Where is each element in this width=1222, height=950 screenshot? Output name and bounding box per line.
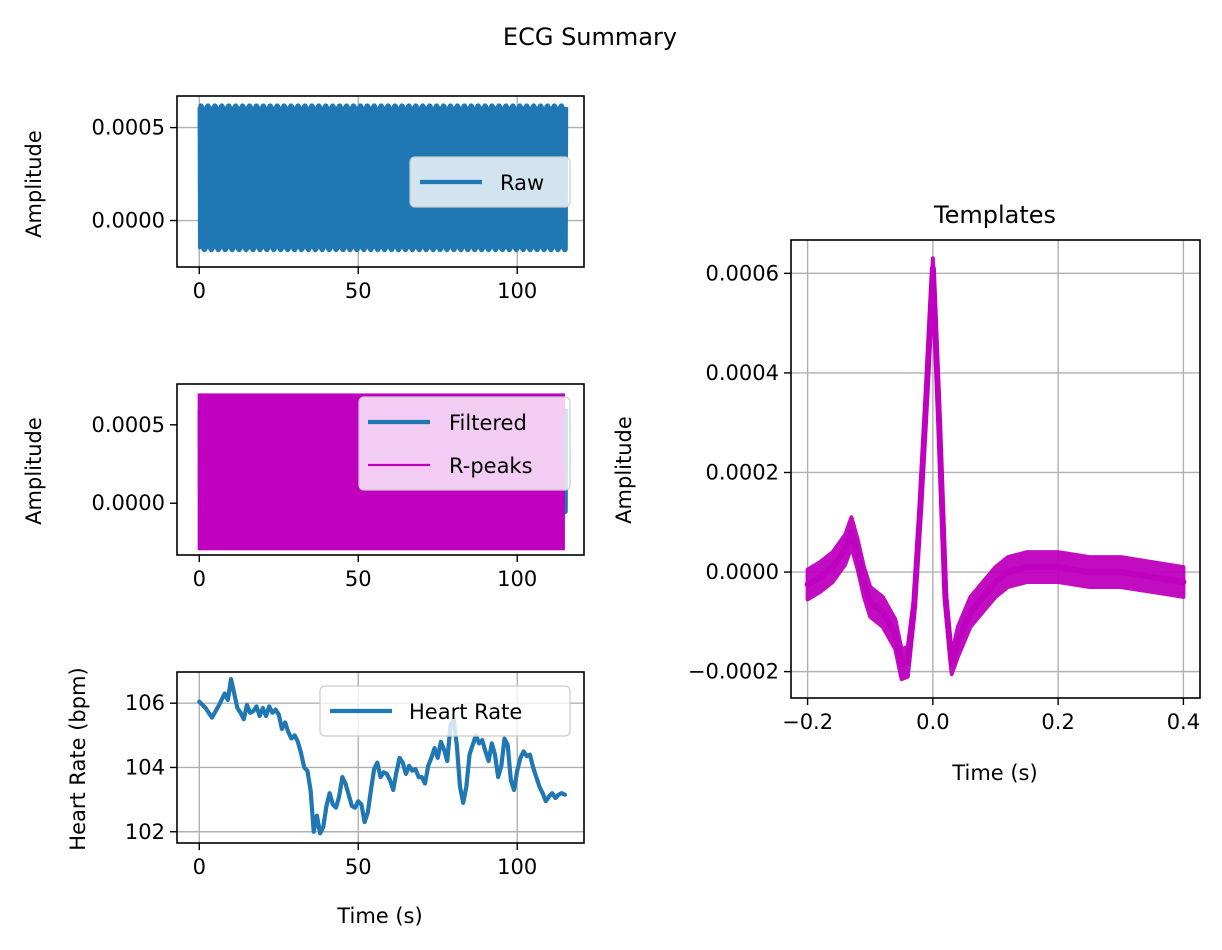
templates-axes-frame bbox=[790, 239, 1201, 699]
heart-rate-xlabel: Time (s) bbox=[336, 904, 422, 928]
heart-rate-ytick-label: 104 bbox=[125, 755, 165, 779]
templates-xtick-label: 0.0 bbox=[916, 710, 949, 734]
filtered-xtick-label: 50 bbox=[345, 567, 372, 591]
filtered-ylabel: Amplitude bbox=[22, 417, 46, 525]
templates-ticks: −0.2 0.0 0.2 0.4 −0.0002 0.0000 0.0002 0.0004 0.… bbox=[688, 261, 1200, 734]
filtered-legend: Filtered R-peaks bbox=[358, 396, 571, 491]
templates-ylabel: Amplitude bbox=[612, 416, 636, 524]
templates-xlabel: Time (s) bbox=[951, 761, 1037, 785]
heart-rate-xtick-label: 50 bbox=[345, 855, 372, 879]
templates-mean-line bbox=[804, 265, 1187, 668]
raw-xtick-label: 100 bbox=[497, 279, 537, 303]
raw-ytick-label: 0.0000 bbox=[92, 209, 165, 233]
raw-legend-box bbox=[409, 156, 571, 208]
templates-ytick-label: 0.0000 bbox=[706, 560, 779, 584]
heart-rate-ytick-label: 106 bbox=[125, 691, 165, 715]
filtered-ticks: 0 50 100 0.0000 0.0005 bbox=[92, 413, 538, 591]
templates-ytick-label: 0.0004 bbox=[706, 361, 779, 385]
filtered-xtick-label: 0 bbox=[193, 567, 206, 591]
templates-plot-area bbox=[804, 256, 1187, 682]
raw-plot-area bbox=[197, 103, 569, 253]
raw-legend: Raw bbox=[409, 156, 571, 208]
raw-axes-frame bbox=[176, 95, 585, 268]
raw-legend-label: Raw bbox=[500, 171, 544, 195]
filtered-ytick-label: 0.0000 bbox=[92, 491, 165, 515]
heart-rate-panel: 0 50 100 102 104 106 Time (s) Heart Rate (bpm… bbox=[66, 667, 585, 928]
heart-rate-xtick-label: 100 bbox=[497, 855, 537, 879]
heart-rate-legend-box bbox=[319, 685, 571, 737]
templates-xtick-label: 0.4 bbox=[1167, 710, 1200, 734]
filtered-legend-label-rpeaks: R-peaks bbox=[449, 454, 533, 478]
raw-ylabel: Amplitude bbox=[22, 130, 46, 238]
figure-title: ECG Summary bbox=[503, 23, 677, 51]
filtered-xtick-label: 100 bbox=[497, 567, 537, 591]
raw-panel: 0 50 100 0.0000 0.0005 Amplitude Raw bbox=[22, 95, 585, 303]
heart-rate-ylabel: Heart Rate (bpm) bbox=[66, 667, 90, 850]
raw-xtick-label: 50 bbox=[345, 279, 372, 303]
templates-xtick-label: −0.2 bbox=[782, 710, 833, 734]
templates-ytick-label: 0.0002 bbox=[706, 460, 779, 484]
heart-rate-xtick-label: 0 bbox=[193, 855, 206, 879]
heart-rate-axes-frame bbox=[176, 671, 585, 844]
raw-ticks: 0 50 100 0.0000 0.0005 bbox=[92, 116, 538, 303]
templates-band bbox=[805, 256, 1186, 682]
templates-title: Templates bbox=[933, 201, 1056, 229]
raw-signal-line bbox=[197, 103, 569, 253]
filtered-legend-label-filtered: Filtered bbox=[449, 411, 527, 435]
templates-xtick-label: 0.2 bbox=[1041, 710, 1074, 734]
raw-ytick-label: 0.0005 bbox=[92, 116, 165, 140]
raw-xtick-label: 0 bbox=[193, 279, 206, 303]
heart-rate-plot-area bbox=[197, 676, 568, 836]
templates-ytick-label: −0.0002 bbox=[688, 660, 779, 684]
filtered-panel: 0 50 100 0.0000 0.0005 Amplitude Filtered R-… bbox=[22, 383, 585, 591]
filtered-axes-frame bbox=[176, 383, 585, 556]
templates-panel: Templates −0.2 0.0 0.2 0.4 −0.0002 0.0000 0.00… bbox=[612, 201, 1201, 785]
templates-ytick-label: 0.0006 bbox=[706, 261, 779, 285]
heart-rate-ytick-label: 102 bbox=[125, 820, 165, 844]
heart-rate-ticks: 0 50 100 102 104 106 bbox=[125, 691, 537, 879]
filtered-ytick-label: 0.0005 bbox=[92, 413, 165, 437]
heart-rate-line bbox=[197, 676, 568, 836]
heart-rate-legend: Heart Rate bbox=[319, 685, 571, 737]
templates-grid bbox=[791, 240, 1200, 698]
heart-rate-legend-label: Heart Rate bbox=[409, 700, 522, 724]
